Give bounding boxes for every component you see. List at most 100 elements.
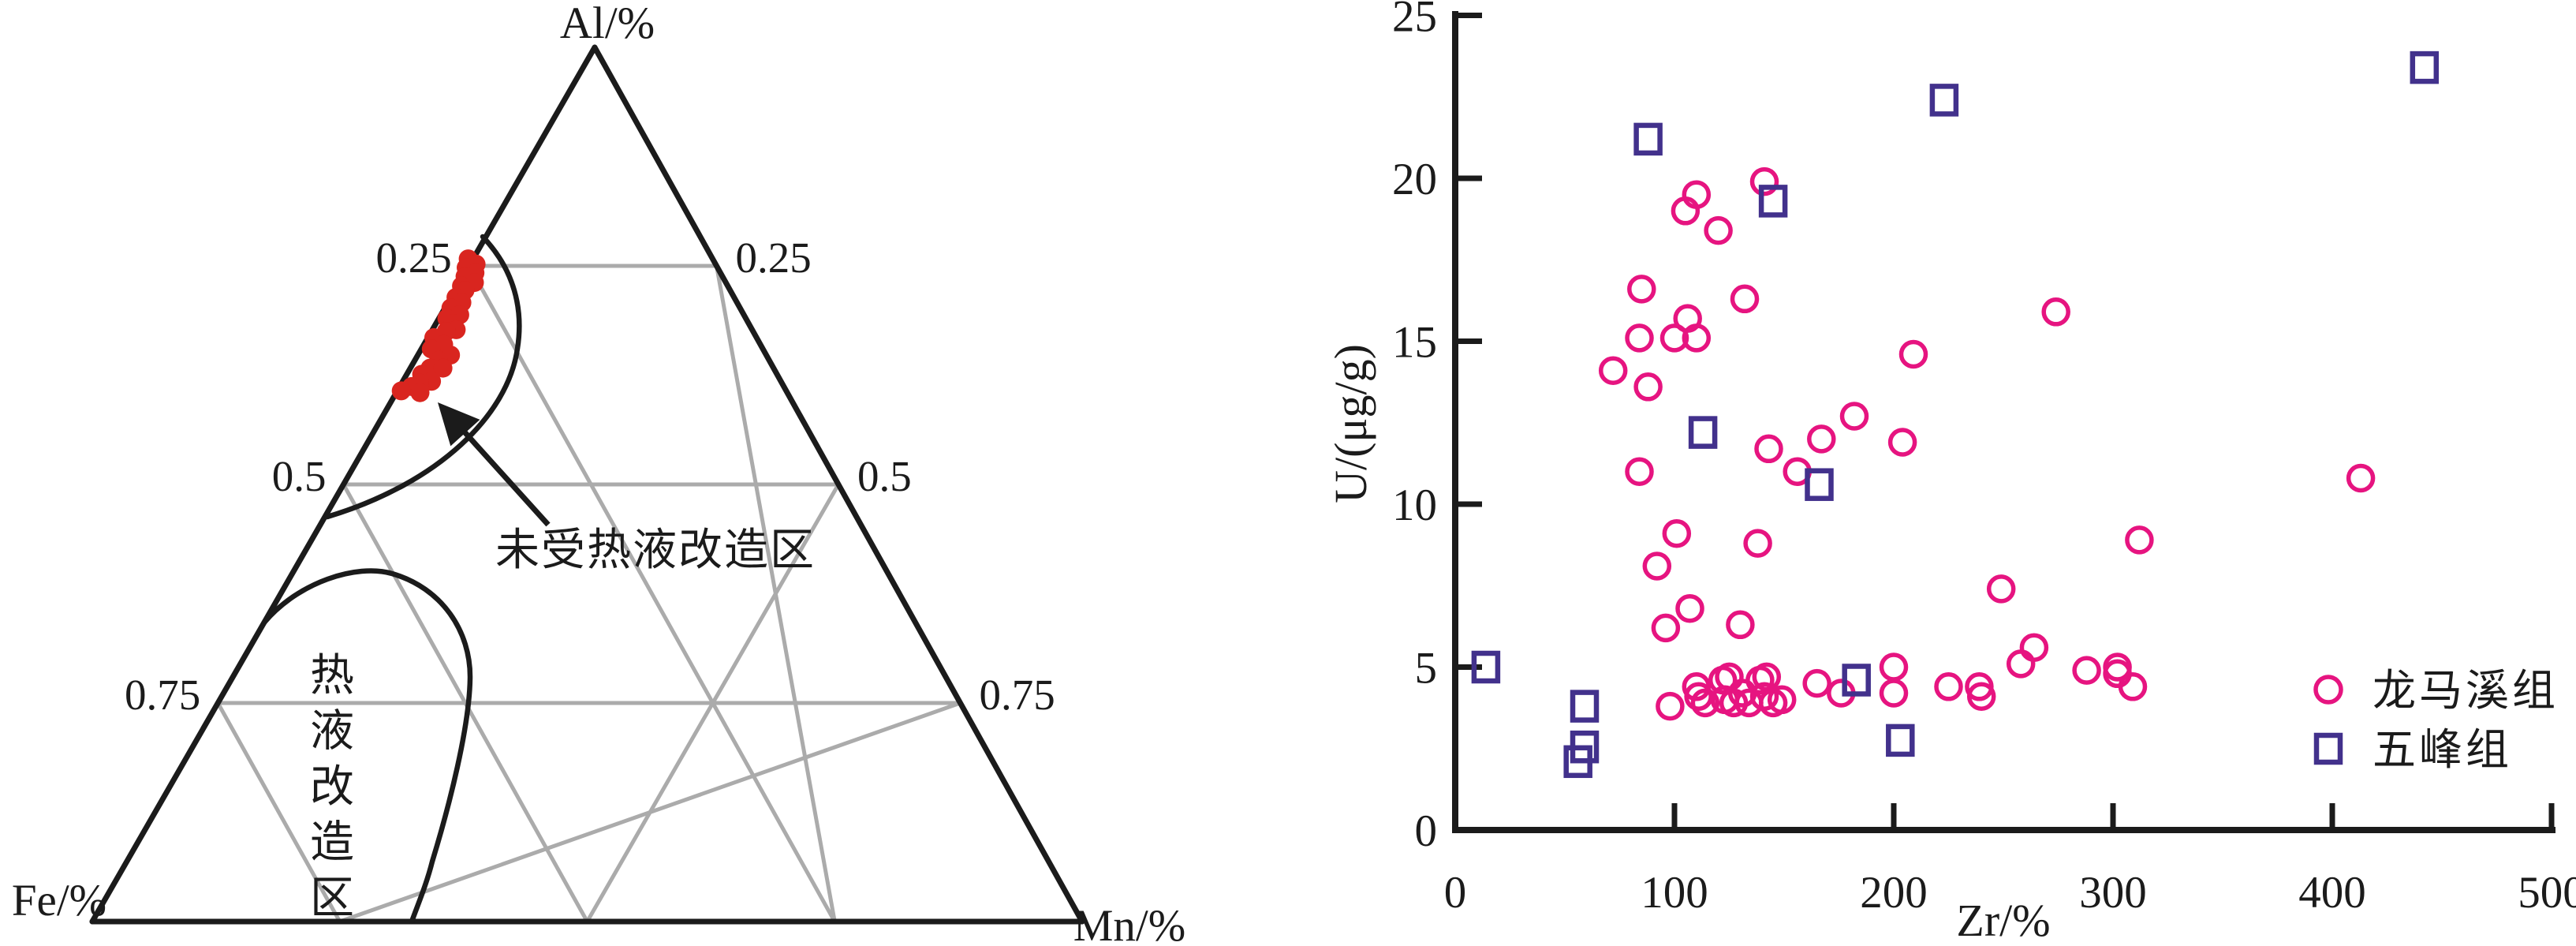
scatter-point-longmaxi bbox=[2006, 649, 2036, 679]
legend-label: 五峰组 bbox=[2373, 726, 2512, 774]
series-longmaxi bbox=[1598, 166, 2376, 721]
scatter-point-wufeng bbox=[1758, 185, 1788, 218]
annotation-arrow bbox=[438, 402, 551, 527]
x-tick-label: 400 bbox=[2298, 868, 2366, 918]
edge-al-mn bbox=[592, 44, 1085, 925]
scatter-point-longmaxi bbox=[2125, 525, 2154, 555]
region-label-char: 改 bbox=[310, 763, 354, 812]
region-label-char: 区 bbox=[310, 874, 354, 923]
scatter-point-longmaxi bbox=[1633, 372, 1663, 402]
scatter-point-longmaxi bbox=[1743, 529, 1772, 558]
tick-label-left: 0.75 bbox=[125, 671, 200, 719]
scatter-point-longmaxi bbox=[1684, 682, 1713, 711]
scatter-point-longmaxi bbox=[1752, 662, 1782, 692]
legend-label: 龙马溪组 bbox=[2373, 667, 2559, 715]
legend-item-longmaxi: 龙马溪组 bbox=[2313, 667, 2559, 715]
x-tick-label: 200 bbox=[1860, 868, 1928, 918]
tick-label-right: 0.25 bbox=[736, 234, 812, 282]
scatter-point-wufeng bbox=[1886, 724, 1915, 757]
scatter-point-longmaxi bbox=[2346, 463, 2376, 493]
axis-label-al: Al/% bbox=[560, 0, 655, 48]
scatter-point-longmaxi bbox=[1807, 424, 1836, 454]
scatter-point-longmaxi bbox=[2019, 633, 2049, 662]
scatter-point-longmaxi bbox=[1887, 428, 1917, 457]
scatter-point-longmaxi bbox=[1802, 668, 1831, 698]
scatter-point-wufeng bbox=[1842, 664, 1871, 697]
ternary-grid bbox=[216, 264, 961, 924]
tick-label-bottom: 0.75 bbox=[797, 933, 872, 942]
scatter-point-longmaxi bbox=[1627, 275, 1656, 304]
scatter-point-longmaxi bbox=[1642, 552, 1672, 581]
scatter-point-longmaxi bbox=[1659, 323, 1689, 353]
scatter-point-longmaxi bbox=[1879, 652, 1909, 682]
scatter-point-wufeng bbox=[1688, 416, 1718, 449]
scatter-point-longmaxi bbox=[1625, 457, 1654, 486]
tick-label-bottom: 0.25 bbox=[302, 933, 378, 942]
red-dot bbox=[433, 358, 453, 378]
red-dot bbox=[410, 383, 430, 402]
axis-title-x: Zr/% bbox=[1956, 895, 2050, 942]
grid-line bbox=[467, 264, 837, 923]
x-tick-labels: 0 100 200 300 400 500 bbox=[1444, 868, 2576, 918]
arrow-head bbox=[438, 402, 480, 447]
scatter-plot: 0 5 10 15 20 25 0 100 200 300 400 500 Zr/% U/(μg/g) 龙马… bbox=[1325, 0, 2576, 946]
scatter-point-longmaxi bbox=[1651, 613, 1681, 643]
y-tick-label: 0 bbox=[1415, 806, 1438, 856]
scatter-point-longmaxi bbox=[1966, 682, 1996, 711]
scatter-point-longmaxi bbox=[1671, 196, 1701, 226]
tick-label-left: 0.5 bbox=[272, 452, 327, 500]
scatter-point-wufeng bbox=[1805, 468, 1834, 501]
region-label-char: 热 bbox=[310, 652, 354, 701]
tick-label-left: 0.25 bbox=[376, 234, 452, 282]
y-tick-label: 10 bbox=[1392, 480, 1437, 530]
scatter-point-longmaxi bbox=[1704, 215, 1733, 245]
scatter-point-longmaxi bbox=[2072, 656, 2101, 685]
series-wufeng bbox=[1471, 50, 2440, 779]
ternary-tick-labels: 0.25 0.25 0.25 0.5 0.5 0.5 0.75 0.75 0.75 bbox=[125, 234, 1055, 946]
x-tick-label: 0 bbox=[1444, 868, 1467, 918]
y-tick-labels: 0 5 10 15 20 25 bbox=[1392, 0, 1437, 856]
scatter-point-longmaxi bbox=[1879, 679, 1909, 708]
region-label-unaltered: 未受热液改造区 bbox=[495, 526, 816, 575]
ternary-triangle bbox=[89, 44, 1085, 925]
scatter-point-wufeng bbox=[1570, 690, 1600, 723]
axis-spines bbox=[1452, 11, 2555, 833]
scatter-point-wufeng bbox=[1929, 84, 1959, 117]
scatter-point-longmaxi bbox=[1986, 574, 2016, 604]
region-boundary-altered bbox=[261, 568, 473, 925]
scatter-point-longmaxi bbox=[1730, 284, 1760, 314]
scatter-point-longmaxi bbox=[2041, 297, 2070, 327]
edge-al-fe bbox=[89, 44, 598, 925]
scatter-point-wufeng bbox=[1633, 122, 1663, 156]
scatter-point-longmaxi bbox=[1898, 339, 1928, 369]
legend-marker-circle bbox=[2313, 675, 2343, 705]
scatter-point-longmaxi bbox=[1726, 610, 1755, 640]
grid-line bbox=[216, 701, 342, 923]
scatter-point-longmaxi bbox=[1934, 672, 1963, 701]
legend-item-wufeng: 五峰组 bbox=[2313, 726, 2512, 774]
scatter-point-longmaxi bbox=[1675, 593, 1704, 623]
scatter-point-longmaxi bbox=[1662, 518, 1692, 548]
tick-label-right: 0.5 bbox=[857, 452, 912, 500]
x-tick-label: 100 bbox=[1641, 868, 1708, 918]
scatter-point-wufeng bbox=[1570, 730, 1600, 764]
scatter-point-longmaxi bbox=[1767, 685, 1797, 715]
scatter-point-wufeng bbox=[2410, 50, 2440, 84]
legend-marker-square bbox=[2313, 732, 2343, 765]
y-tick-label: 15 bbox=[1392, 318, 1437, 368]
red-dot bbox=[391, 381, 411, 401]
scatter-point-longmaxi bbox=[1754, 434, 1783, 464]
scatter-point-longmaxi bbox=[1682, 323, 1712, 353]
axis-title-y: U/(μg/g) bbox=[1325, 344, 1376, 503]
scatter-point-longmaxi bbox=[1690, 688, 1720, 718]
x-tick-label: 500 bbox=[2518, 868, 2576, 918]
region-label-altered: 热液改造区 bbox=[310, 652, 354, 923]
y-tick-label: 20 bbox=[1392, 155, 1437, 204]
scatter-point-wufeng bbox=[1471, 650, 1501, 684]
scatter-point-longmaxi bbox=[1598, 356, 1628, 385]
grid-line bbox=[715, 265, 837, 922]
y-tick-label: 5 bbox=[1415, 644, 1438, 694]
axis-label-mn: Mn/% bbox=[1073, 901, 1186, 942]
